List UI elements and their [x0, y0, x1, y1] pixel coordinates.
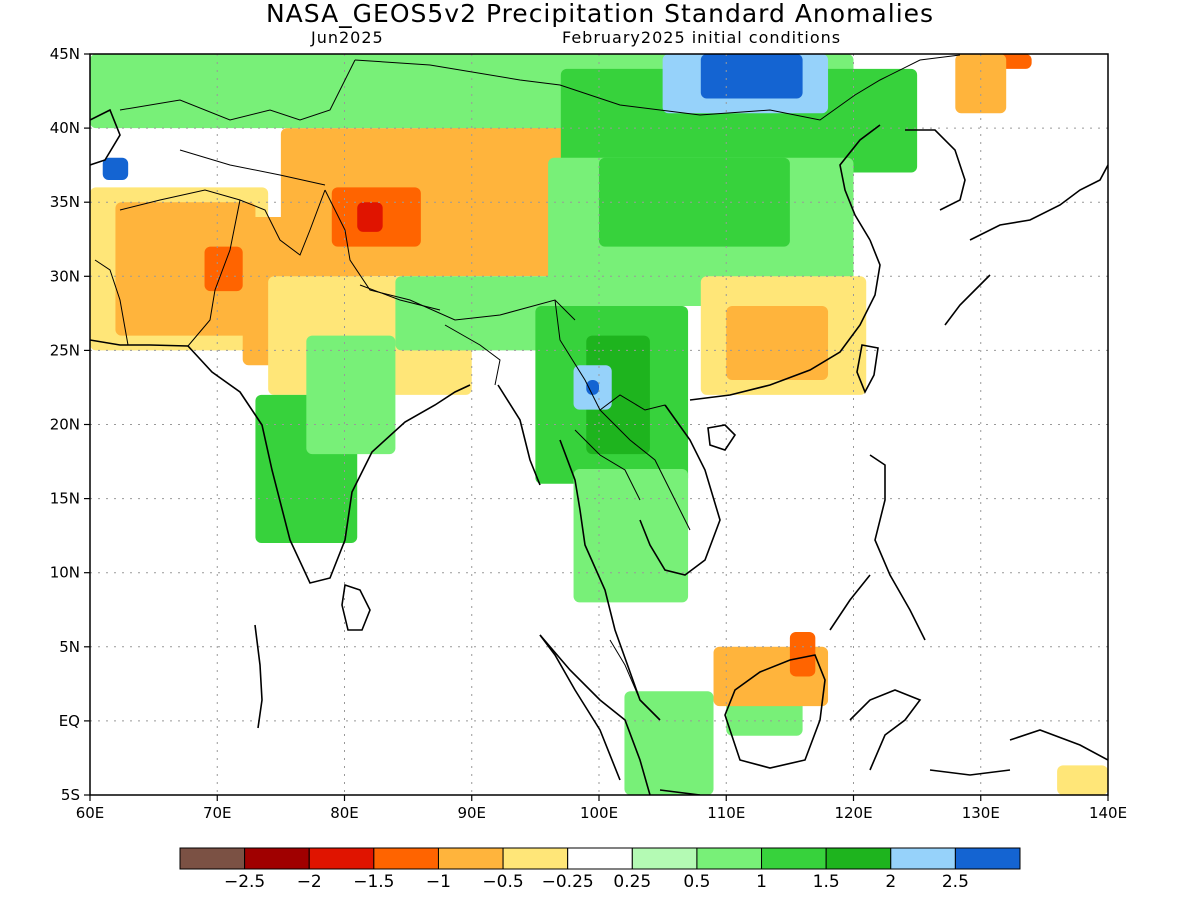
- colorbar-label: −2: [297, 872, 322, 892]
- colorbar-swatch-neutral: [567, 847, 633, 870]
- latitude-ticks: 5S EQ 5N 10N 15N 20N 25N 30N 35N 40N 45N: [50, 45, 90, 804]
- x-tick-label: 80E: [330, 804, 359, 822]
- anomaly-region-p05_p1: [395, 276, 574, 351]
- colorbar-label: 2.5: [942, 872, 969, 892]
- colorbar-swatch-p2_p25: [890, 847, 956, 870]
- colorbar-swatch-m15_m1: [373, 847, 439, 870]
- colorbar-swatch-lt_m25: [179, 847, 246, 870]
- x-tick-label: 120E: [834, 804, 872, 822]
- anomaly-region-gt_p25: [102, 157, 129, 180]
- colorbar-label: −2.5: [224, 872, 265, 892]
- colorbar-swatch-m25_m2: [244, 847, 310, 870]
- anomaly-region-m15_m1: [789, 631, 816, 677]
- colorbar-swatch-p05_p1: [696, 847, 763, 870]
- x-tick-label: 140E: [1089, 804, 1127, 822]
- y-tick-label: 20N: [50, 416, 80, 434]
- anomaly-region-m1_m05: [955, 54, 1007, 114]
- anomaly-region-gt_p25: [700, 54, 803, 99]
- colorbar-label: 0.5: [683, 872, 710, 892]
- anomaly-region-m05_m025: [1057, 765, 1108, 795]
- colorbar-label: −1: [426, 872, 451, 892]
- x-tick-label: 100E: [580, 804, 618, 822]
- y-tick-label: 40N: [50, 119, 80, 137]
- x-tick-label: 110E: [707, 804, 745, 822]
- colorbar-swatch-p1_p15: [761, 847, 827, 870]
- colorbar: −2.5 −2 −1.5 −1 −0.5 −0.25 0.25 0.5 1 1.5 2 2.5: [179, 847, 1021, 892]
- colorbar-swatch-m1_m05: [437, 847, 504, 870]
- colorbar-label: −1.5: [353, 872, 394, 892]
- colorbar-label: 2: [885, 872, 896, 892]
- colorbar-swatch-p15_p2: [825, 847, 892, 870]
- y-tick-label: EQ: [59, 712, 80, 730]
- anomaly-region-m1_m05: [726, 305, 829, 381]
- y-tick-label: 5S: [61, 786, 80, 804]
- y-tick-label: 35N: [50, 193, 80, 211]
- anomaly-region-m15_m1: [204, 246, 243, 292]
- anomaly-region-m2_m15: [357, 202, 383, 232]
- chart-title: NASA_GEOS5v2 Precipitation Standard Anom…: [265, 0, 935, 28]
- anomaly-region-gt_p25: [586, 380, 599, 395]
- colorbar-label: −0.5: [482, 872, 523, 892]
- anomaly-region-p05_p1: [624, 691, 714, 795]
- valid-month-label: Jun2025: [311, 28, 384, 47]
- colorbar-swatch-m2_m15: [308, 847, 375, 870]
- anomaly-region-p1_p15: [599, 157, 790, 247]
- y-tick-label: 45N: [50, 45, 80, 63]
- colorbar-swatch-m05_m025: [502, 847, 569, 870]
- colorbar-label: 1: [756, 872, 767, 892]
- x-tick-label: 70E: [203, 804, 232, 822]
- colorbar-label: −0.25: [542, 872, 594, 892]
- colorbar-label: 1.5: [813, 872, 840, 892]
- y-tick-label: 30N: [50, 267, 80, 285]
- borders: [94, 54, 961, 701]
- longitude-ticks: 60E 70E 80E 90E 100E 110E 120E 130E 140E: [76, 795, 1127, 822]
- y-tick-label: 10N: [50, 564, 80, 582]
- x-tick-label: 90E: [457, 804, 486, 822]
- coastlines: [90, 108, 1108, 795]
- x-tick-label: 130E: [962, 804, 1000, 822]
- colorbar-swatch-p025_p05: [631, 847, 698, 870]
- anomaly-region-m1_m05: [115, 202, 256, 336]
- init-conditions-label: February2025 initial conditions: [562, 28, 842, 47]
- anomaly-region-p05_p1: [573, 468, 689, 603]
- y-tick-label: 25N: [50, 341, 80, 359]
- y-tick-label: 15N: [50, 490, 80, 508]
- anomaly-field: [90, 54, 1108, 795]
- colorbar-swatch-gt_p25: [954, 847, 1021, 870]
- colorbar-label: 0.25: [613, 872, 651, 892]
- x-tick-label: 60E: [76, 804, 105, 822]
- y-tick-label: 5N: [59, 638, 80, 656]
- anomaly-region-p05_p1: [306, 335, 396, 455]
